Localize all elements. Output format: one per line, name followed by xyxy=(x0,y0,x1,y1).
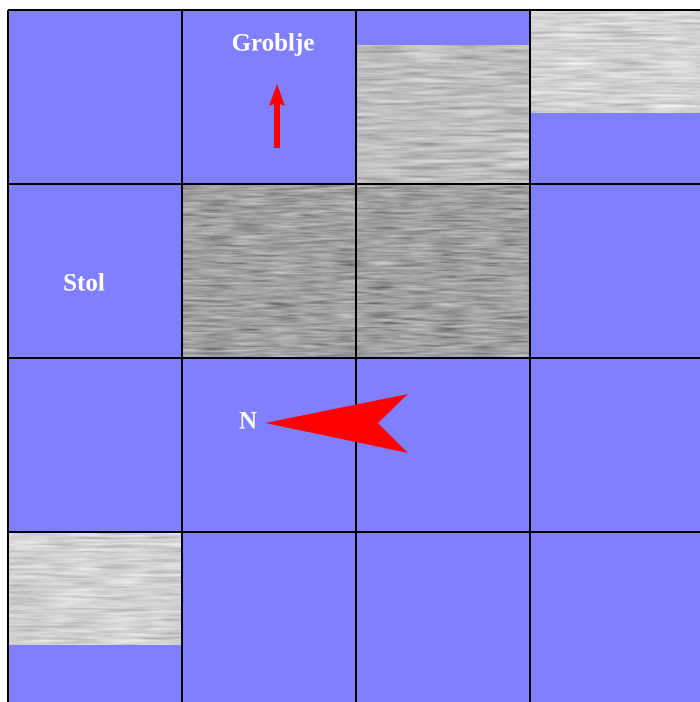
place-label: Groblje xyxy=(232,30,315,57)
aerial-tile xyxy=(356,184,530,358)
aerial-tile xyxy=(356,45,530,184)
aerial-tile xyxy=(8,532,182,645)
north-label: N xyxy=(239,408,257,435)
aerial-tile xyxy=(530,10,700,113)
aerial-tile xyxy=(182,184,356,358)
page: Groblje Stol N (() => { const data = JSO… xyxy=(0,0,700,702)
map: Groblje Stol N xyxy=(0,0,700,702)
place-label: Stol xyxy=(63,270,105,297)
